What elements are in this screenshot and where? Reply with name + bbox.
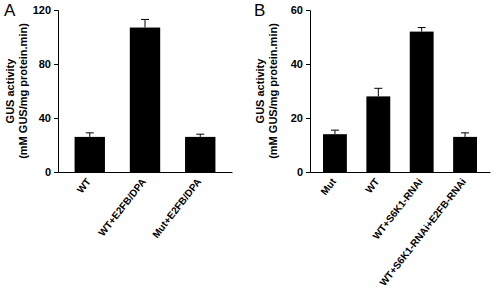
tick-label: 120 (33, 4, 51, 16)
tick: Mut+E2FB/DPA (150, 172, 203, 240)
tick: 80 (39, 58, 58, 70)
category-label: Mut (318, 176, 338, 197)
y-axis: 0 20 40 60 (291, 4, 311, 178)
tick: 40 (39, 112, 58, 124)
bar (410, 32, 434, 172)
bar (75, 137, 105, 172)
tick: 60 (291, 4, 310, 16)
bar (130, 28, 160, 172)
error-stem (334, 130, 335, 134)
category-label: Mut+E2FB/DPA (150, 176, 203, 240)
tick-label: 40 (291, 58, 303, 70)
error-cap (86, 132, 94, 133)
bar (366, 96, 390, 172)
tick: WT (75, 172, 93, 195)
axis-line (306, 11, 311, 173)
tick-mark (54, 10, 58, 11)
axis-line (311, 172, 491, 173)
tick: WT+E2FB/DPA (96, 172, 148, 238)
tick-label: 40 (39, 112, 51, 124)
tick: 0 (45, 166, 58, 178)
tick-mark (306, 64, 310, 65)
error-stem (89, 133, 90, 137)
error-cap (418, 27, 426, 28)
x-axis: WTWT+E2FB/DPAMut+E2FB/DPA (59, 172, 233, 240)
bar (185, 137, 215, 172)
tick-mark (54, 118, 58, 119)
category-label: WT+S6K1-RNAi+E2FB-RNAi (377, 176, 468, 288)
category-label: WT (363, 176, 381, 195)
axis-line (54, 11, 59, 173)
error-bar (141, 19, 149, 27)
error-stem (465, 133, 466, 137)
tick-label: 60 (291, 4, 303, 16)
bar (323, 134, 347, 172)
tick: 120 (33, 4, 58, 16)
tick: WT (363, 172, 381, 195)
error-bar (418, 28, 426, 32)
tick-mark (54, 172, 58, 173)
tick-label: 20 (291, 112, 303, 124)
panel: 0 40 80 120 WTWT+E2FB/DPAMut+E2FB/DPA GUS act… (4, 1, 233, 240)
tick-mark (54, 64, 58, 65)
x-axis: MutWTWT+S6K1-RNAiWT+S6K1-RNAi+E2FB-RNAi (311, 172, 491, 288)
error-bar (331, 130, 339, 134)
tick-mark (306, 118, 310, 119)
axis-title-line: GUS activity (4, 58, 16, 124)
error-bar (86, 133, 94, 137)
panel-title: B (254, 1, 265, 20)
error-cap (331, 130, 339, 131)
tick: Mut (318, 172, 338, 197)
tick-label: 0 (297, 166, 303, 178)
error-cap (374, 88, 382, 89)
tick-mark (306, 172, 310, 173)
error-cap (141, 19, 149, 20)
axis-title-line: (mM GUS/mg protein.min) (267, 23, 279, 159)
bar (453, 137, 477, 172)
error-bar (374, 88, 382, 96)
tick-mark (306, 10, 310, 11)
axis-title-line: GUS activity (254, 58, 266, 124)
category-label: WT+E2FB/DPA (96, 176, 148, 238)
panel-title: A (4, 1, 16, 20)
error-stem (378, 88, 379, 96)
axis-line (59, 172, 233, 173)
y-axis: 0 40 80 120 (33, 4, 59, 178)
axis-title: GUS activity(mM GUS/mg protein.min) (254, 23, 279, 159)
panel: 0204060MutWTWT+S6K1-RNAiWT+S6K1-RNAi+E2F… (254, 1, 491, 288)
error-cap (461, 132, 469, 133)
error-bar (461, 133, 469, 137)
plot-area (323, 28, 477, 172)
error-stem (145, 19, 146, 27)
axis-title: GUS activity(mM GUS/mg protein.min) (4, 23, 29, 159)
tick: 40 (291, 58, 310, 70)
axis-title-line: (mM GUS/mg protein.min) (17, 23, 29, 159)
figure: 04080120WTWT+E2FB/DPAMut+E2FB/DPAGUS act… (0, 0, 500, 292)
tick: WT+S6K1-RNAi+E2FB-RNAi (377, 172, 468, 288)
plot-area (75, 19, 216, 172)
tick-label: 80 (39, 58, 51, 70)
error-bar (196, 134, 204, 137)
tick-label: 0 (45, 166, 51, 178)
tick: 20 (291, 112, 310, 124)
tick: 0 (297, 166, 310, 178)
error-cap (196, 134, 204, 135)
error-stem (421, 28, 422, 32)
category-label: WT (75, 176, 93, 195)
